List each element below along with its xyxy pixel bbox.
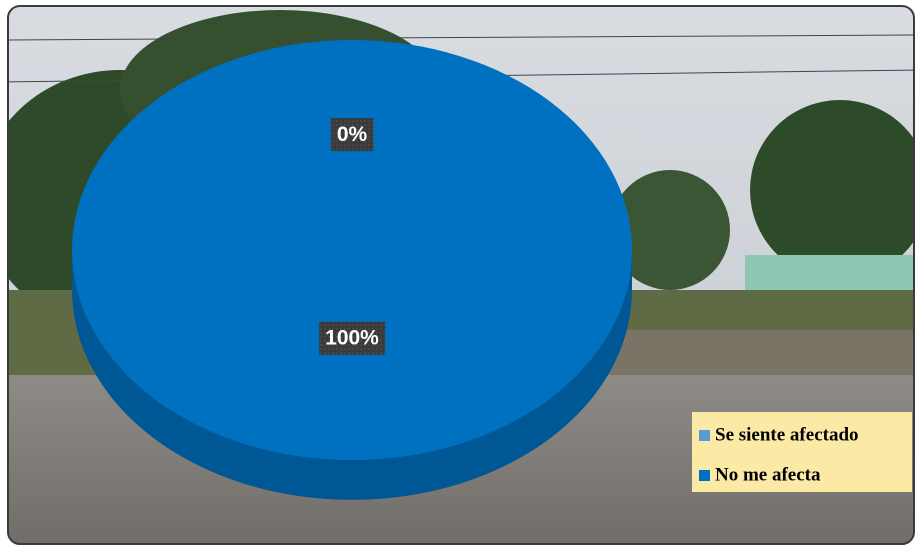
frame [7,5,915,545]
data-labels: 0% 100% [319,118,386,355]
legend: Se siente afectado No me afecta [699,424,859,485]
legend-swatch [699,430,710,441]
pie-slice [72,40,632,460]
legend-swatch [699,470,710,481]
legend-label: Se siente afectado [715,424,859,445]
data-label-box [330,118,374,152]
pie [72,40,632,500]
data-label: 0% [337,123,368,146]
data-label: 100% [325,327,379,350]
legend-box [692,412,912,492]
pie-side [72,250,632,500]
legend-label: No me afecta [715,464,821,485]
data-label-box [319,321,386,355]
